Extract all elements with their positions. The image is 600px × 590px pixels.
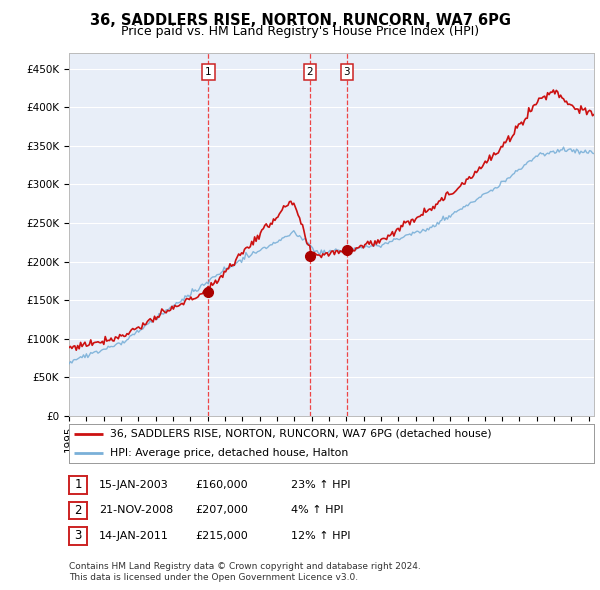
Text: 2: 2	[307, 67, 313, 77]
Text: 4% ↑ HPI: 4% ↑ HPI	[291, 506, 343, 515]
Text: 2: 2	[74, 504, 82, 517]
Text: 21-NOV-2008: 21-NOV-2008	[99, 506, 173, 515]
Text: 15-JAN-2003: 15-JAN-2003	[99, 480, 169, 490]
Text: 12% ↑ HPI: 12% ↑ HPI	[291, 531, 350, 540]
Text: Contains HM Land Registry data © Crown copyright and database right 2024.
This d: Contains HM Land Registry data © Crown c…	[69, 562, 421, 582]
Text: £215,000: £215,000	[195, 531, 248, 540]
Text: 3: 3	[74, 529, 82, 542]
Text: £207,000: £207,000	[195, 506, 248, 515]
Text: Price paid vs. HM Land Registry's House Price Index (HPI): Price paid vs. HM Land Registry's House …	[121, 25, 479, 38]
Text: 3: 3	[344, 67, 350, 77]
Text: 36, SADDLERS RISE, NORTON, RUNCORN, WA7 6PG: 36, SADDLERS RISE, NORTON, RUNCORN, WA7 …	[89, 13, 511, 28]
Text: 1: 1	[205, 67, 212, 77]
Text: 36, SADDLERS RISE, NORTON, RUNCORN, WA7 6PG (detached house): 36, SADDLERS RISE, NORTON, RUNCORN, WA7 …	[110, 428, 491, 438]
Text: 1: 1	[74, 478, 82, 491]
Text: £160,000: £160,000	[195, 480, 248, 490]
Text: 23% ↑ HPI: 23% ↑ HPI	[291, 480, 350, 490]
Text: HPI: Average price, detached house, Halton: HPI: Average price, detached house, Halt…	[110, 448, 348, 458]
Text: 14-JAN-2011: 14-JAN-2011	[99, 531, 169, 540]
